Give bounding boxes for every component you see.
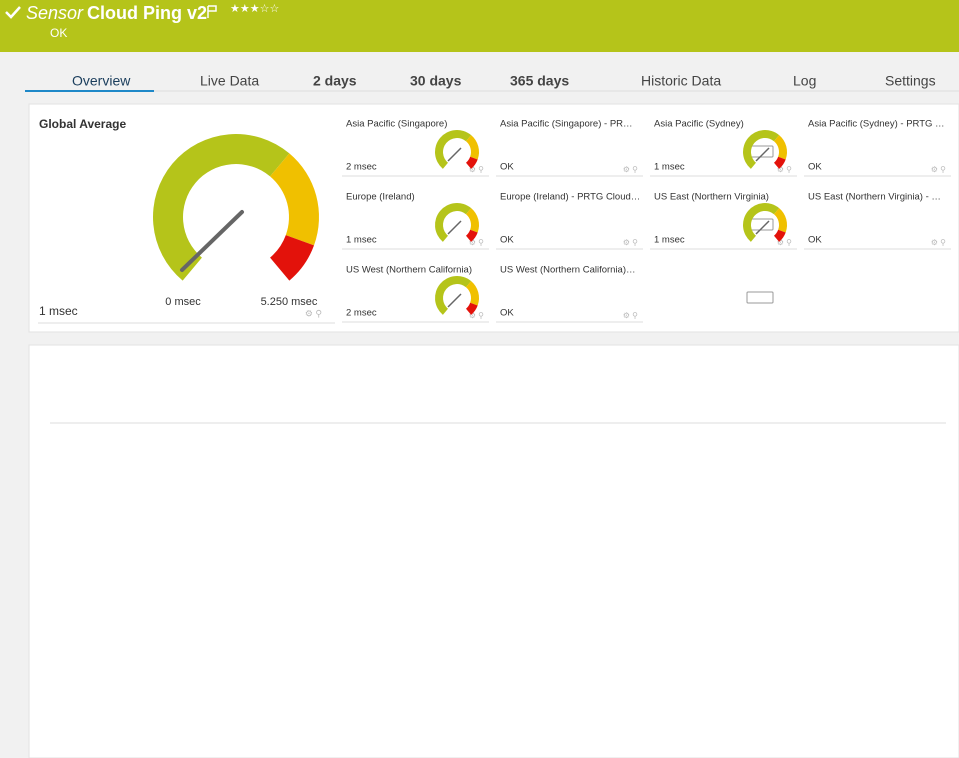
- tile-gauge-red: [465, 229, 478, 242]
- tile-gauge-yellow: [465, 135, 480, 160]
- tab[interactable]: Overview: [72, 73, 131, 89]
- main-gauge-green: [152, 133, 290, 281]
- tile-label: Asia Pacific (Sydney) - PRTG …: [808, 119, 945, 130]
- tile-gauge-needle: [447, 147, 462, 162]
- main-gauge-yellow: [270, 153, 319, 246]
- tile-label: Europe (Ireland) - PRTG Cloud…: [500, 192, 640, 203]
- header-prefix: Sensor: [26, 3, 84, 23]
- tile-value: OK: [500, 308, 514, 319]
- tile-value: 2 msec: [346, 308, 377, 319]
- tile-label: US West (Northern California): [346, 265, 472, 276]
- main-gauge-value: 1 msec: [39, 304, 78, 318]
- tile-value: OK: [808, 235, 822, 246]
- tab[interactable]: 365 days: [510, 73, 569, 89]
- tile-label: Asia Pacific (Singapore): [346, 119, 447, 130]
- tile-label: Europe (Ireland): [346, 192, 415, 203]
- tile-tools[interactable]: ⚙ ⚲: [623, 165, 638, 174]
- tab[interactable]: Live Data: [200, 73, 259, 89]
- tab[interactable]: Settings: [885, 73, 936, 89]
- tile-value: OK: [500, 162, 514, 173]
- tile-tools[interactable]: ⚙ ⚲: [931, 165, 946, 174]
- tile-gauge-yellow: [465, 281, 480, 306]
- tile-value: 1 msec: [654, 162, 685, 173]
- flag-icon[interactable]: [207, 5, 217, 18]
- priority-stars[interactable]: ★★★☆☆: [230, 3, 279, 15]
- main-gauge-needle: [180, 210, 244, 272]
- main-gauge-max: 5.250 msec: [261, 296, 318, 308]
- tile-label: Asia Pacific (Sydney): [654, 119, 744, 130]
- tile-gauge-red: [773, 229, 786, 242]
- status-check: [5, 6, 21, 19]
- tile-value: OK: [808, 162, 822, 173]
- tile-value: OK: [500, 235, 514, 246]
- tile-gauge-red: [465, 156, 478, 169]
- tile-tools[interactable]: ⚙ ⚲: [777, 165, 792, 174]
- tile-tools[interactable]: ⚙ ⚲: [469, 165, 484, 174]
- tile-label: US East (Northern Virginia): [654, 192, 769, 203]
- tile-value: 1 msec: [346, 235, 377, 246]
- tile-tools[interactable]: ⚙ ⚲: [469, 238, 484, 247]
- tab[interactable]: Historic Data: [641, 73, 721, 89]
- tile-label: US East (Northern Virginia) - …: [808, 192, 941, 203]
- tile-label: Asia Pacific (Singapore) - PR…: [500, 119, 633, 130]
- tile-value: 1 msec: [654, 235, 685, 246]
- tile-tools[interactable]: ⚙ ⚲: [777, 238, 792, 247]
- tile-value: 2 msec: [346, 162, 377, 173]
- tile-gauge-green: [435, 276, 472, 315]
- tile-gauge-needle: [447, 220, 462, 235]
- tile-gauge-green: [743, 130, 780, 169]
- header-title: Cloud Ping v2: [87, 3, 207, 23]
- tile-gauge-green: [435, 130, 472, 169]
- tile-gauge-red: [465, 302, 478, 315]
- header-bar: [0, 0, 959, 52]
- overview-panel: [28, 103, 959, 333]
- table-panel: [28, 344, 959, 758]
- tile-tools[interactable]: ⚙ ⚲: [623, 311, 638, 320]
- tile-gauge-needle: [447, 293, 462, 308]
- tab[interactable]: 30 days: [410, 73, 462, 89]
- tile-gauge-green: [743, 202, 780, 242]
- tile-tools[interactable]: ⚙ ⚲: [931, 238, 946, 247]
- tab[interactable]: 2 days: [313, 73, 357, 89]
- main-gauge-red: [270, 235, 314, 281]
- tile-gauge-needle: [755, 220, 770, 235]
- tile-gauge-yellow: [465, 208, 480, 233]
- header-status: OK: [50, 26, 67, 40]
- tile-gauge-yellow: [773, 208, 788, 233]
- tile-gauge-yellow: [773, 135, 787, 160]
- main-gauge-label: Global Average: [39, 117, 126, 131]
- tile-gauge-needle: [755, 147, 770, 162]
- tile-tools[interactable]: ⚙ ⚲: [469, 311, 484, 320]
- tile-tools[interactable]: ⚙ ⚲: [305, 308, 323, 318]
- main-gauge-min: 0 msec: [165, 296, 201, 308]
- tile-tools[interactable]: ⚙ ⚲: [623, 238, 638, 247]
- tab[interactable]: Log: [793, 73, 816, 89]
- tile-label: US West (Northern California)…: [500, 265, 636, 276]
- tile-switch: [746, 291, 774, 304]
- tile-gauge-green: [435, 202, 472, 242]
- tile-gauge-red: [773, 156, 786, 169]
